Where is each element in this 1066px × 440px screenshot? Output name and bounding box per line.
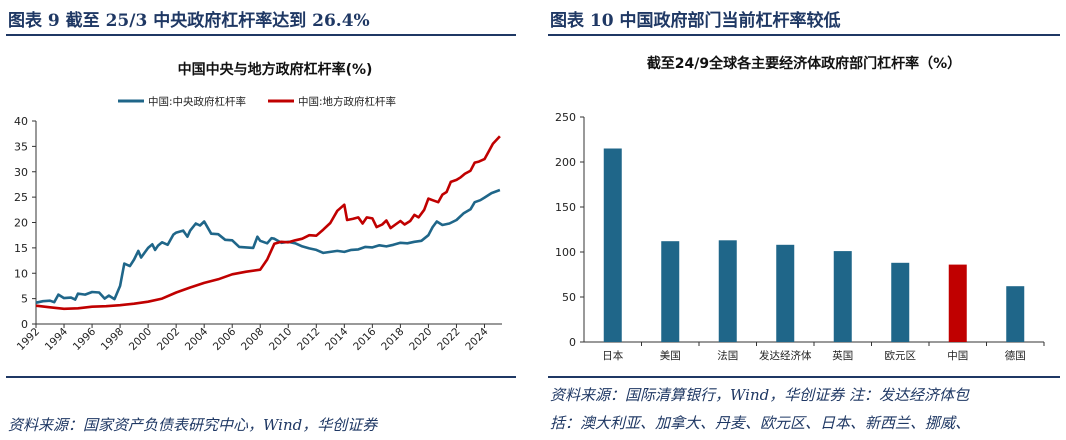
x-tick-label: 美国	[660, 349, 681, 362]
left-figure-header: 图表 9 截至 25/3 中央政府杠杆率达到 26.4%	[6, 0, 516, 36]
y-tick-label: 200	[555, 156, 576, 169]
right-figure-label: 图表 10 中国政府部门当前杠杆率较低	[550, 11, 841, 31]
right-source-note-line1: 资料来源：国际清算银行，Wind，华创证券 注：发达经济体包	[550, 386, 969, 404]
y-tick-label: 0	[21, 318, 28, 331]
y-tick-label: 0	[569, 336, 576, 349]
y-tick-label: 10	[14, 267, 28, 280]
bar	[1006, 286, 1025, 342]
x-tick-label: 发达经济体	[759, 349, 812, 362]
right-chart-title: 截至24/9全球各主要经济体政府部门杠杆率（%）	[646, 56, 962, 72]
y-tick-label: 25	[14, 191, 28, 204]
y-tick-label: 100	[555, 246, 576, 259]
y-tick-label: 15	[14, 242, 28, 255]
x-tick-label: 法国	[717, 349, 738, 362]
legend-label-2: 中国:地方政府杠杆率	[298, 95, 396, 108]
bar	[718, 240, 737, 342]
left-figure-label: 图表 9 截至 25/3 中央政府杠杆率达到 26.4%	[8, 11, 370, 31]
y-tick-label: 40	[14, 115, 28, 128]
bar	[776, 244, 795, 342]
right-source-note-line2: 括：澳大利亚、加拿大、丹麦、欧元区、日本、新西兰、挪威、	[550, 414, 971, 432]
left-source-note: 资料来源：国家资产负债表研究中心，Wind，华创证券	[8, 416, 378, 434]
y-tick-label: 50	[562, 291, 576, 304]
bar	[891, 262, 910, 342]
series-line-2	[35, 135, 501, 311]
x-tick-label: 日本	[602, 349, 623, 362]
series-line-1	[35, 188, 501, 304]
left-chart-title: 中国中央与地方政府杠杆率(%)	[177, 62, 373, 78]
bar	[603, 148, 622, 342]
x-tick-label: 中国	[947, 349, 968, 362]
y-tick-label: 35	[14, 140, 28, 153]
y-tick-label: 20	[14, 217, 28, 230]
left-footer-rule	[6, 376, 516, 378]
right-footer-rule	[548, 376, 1060, 378]
bar	[948, 264, 967, 342]
y-tick-label: 250	[555, 111, 576, 124]
x-tick-label: 英国	[832, 349, 853, 362]
bar	[833, 251, 852, 342]
y-tick-label: 5	[21, 293, 28, 306]
y-tick-label: 150	[555, 201, 576, 214]
x-tick-label: 德国	[1005, 349, 1026, 362]
right-figure-header: 图表 10 中国政府部门当前杠杆率较低	[548, 0, 1060, 36]
x-tick-label: 欧元区	[885, 350, 917, 362]
bar	[661, 241, 680, 342]
y-tick-label: 30	[14, 166, 28, 179]
legend-label-1: 中国:中央政府杠杆率	[148, 95, 246, 108]
